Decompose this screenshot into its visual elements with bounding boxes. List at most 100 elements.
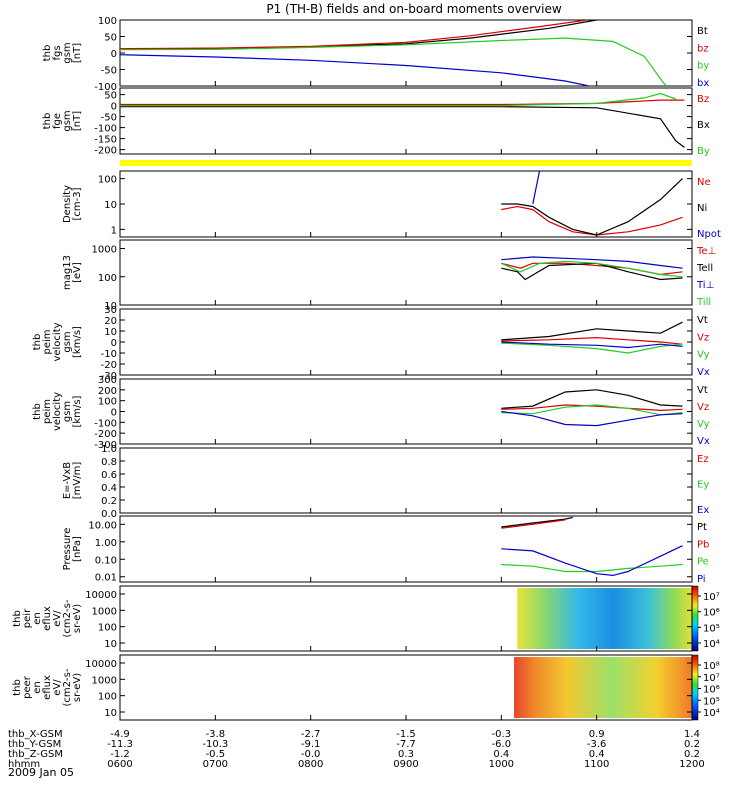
y-tick-label: 100 — [98, 273, 117, 284]
ephem-row-label: hhmm — [8, 759, 40, 770]
y-axis-label-line: [km/s] — [72, 395, 83, 427]
y-axis-label-line: peim — [42, 399, 53, 424]
y-tick-label: -20 — [101, 360, 117, 371]
y-axis-label-line: sr-eV) — [72, 673, 83, 702]
y-axis-label-line: en — [32, 681, 43, 694]
colorbar-tick-label: 10⁷ — [703, 673, 720, 684]
colorbar-tick-label: 10⁶ — [703, 608, 720, 619]
y-axis-label-line: velocity — [52, 392, 63, 431]
panel-frame — [119, 447, 693, 514]
y-axis-label-line: eV/ — [52, 679, 63, 696]
y-axis-label-line: [mV/m] — [72, 462, 83, 500]
ephem-value: -0.0 — [301, 749, 321, 760]
y-axis-label-line: thb — [12, 610, 23, 627]
series-line-Vt — [501, 321, 683, 341]
y-tick-label: -300 — [94, 440, 117, 451]
ephem-value: 1.4 — [684, 729, 700, 740]
series-line-Vx — [501, 410, 683, 427]
ephem-row-label: thb_Y-GSM — [8, 739, 61, 750]
ephemeris-table: thb_X-GSM -4.9 -3.8 -2.7 -1.5 -0.3 0.9 1.4 thb_Y… — [8, 729, 705, 770]
y-axis-label-line: eflux — [42, 606, 53, 631]
legend-label: Pb — [697, 539, 709, 550]
y-axis-label-line: E=-VxB — [62, 462, 73, 499]
y-axis-label-line: en — [32, 612, 43, 625]
panel-fge: 500-50-100-150-200 thb fge gsm [nT] Bz Bx By — [42, 87, 710, 157]
y-tick-label: 200 — [98, 386, 117, 397]
panel-temp: 1000 100 10 mag13 [eV] Te⊥ Tell Ti⊥ Till — [62, 239, 716, 312]
series-line-Pi — [501, 545, 683, 577]
series-line-Pt — [501, 516, 573, 528]
y-tick-label: 20 — [104, 316, 117, 327]
colorbar — [691, 654, 699, 721]
colorbar-tick-label: 10⁶ — [703, 685, 720, 696]
series-line-By — [120, 92, 677, 107]
legend-label: By — [697, 146, 710, 157]
y-tick-label: 100 — [98, 692, 117, 703]
y-tick-label: -50 — [101, 113, 117, 124]
series-line-Ni — [501, 178, 683, 236]
ephem-value: -6.0 — [492, 739, 512, 750]
series-lines — [501, 321, 683, 354]
y-tick-label: -100 — [94, 82, 117, 93]
y-axis-label-line: [eV] — [72, 262, 83, 283]
legend-label: bz — [697, 43, 709, 54]
y-axis-label-line: mag13 — [62, 255, 73, 290]
panel-frame — [119, 239, 693, 306]
y-tick-label: 50 — [104, 33, 117, 44]
figure-title: P1 (TH-B) fields and on-board moments ov… — [266, 2, 562, 16]
series-lines — [120, 20, 667, 86]
series-line-Tell — [501, 262, 683, 281]
series-line-Npot — [532, 171, 541, 205]
y-tick-label: 10 — [104, 327, 117, 338]
y-tick-label: -50 — [101, 66, 117, 77]
y-axis-label-line: [nPa] — [72, 536, 83, 562]
series-line-Vx — [501, 341, 683, 349]
series-line-Vt — [501, 389, 683, 409]
ephem-value: -3.8 — [206, 729, 226, 740]
y-axis-label-line: gsm — [62, 331, 73, 352]
date-label: 2009 Jan 05 — [8, 766, 74, 779]
ephem-value: -0.5 — [206, 749, 226, 760]
y-axis-label-line: gsm — [62, 401, 73, 422]
y-tick-label: 10000 — [85, 590, 117, 601]
y-axis-label-line: Density — [62, 185, 73, 223]
y-axis-label-line: eV/ — [52, 610, 63, 627]
legend-label: Tell — [696, 263, 713, 274]
legend-label: Vy — [697, 350, 710, 361]
y-tick-label: 30 — [104, 305, 117, 316]
series-line-Ti⊥ — [501, 256, 683, 269]
y-tick-label: 100 — [98, 175, 117, 186]
colorbar-tick-label: 10⁴ — [703, 639, 720, 650]
legend-label: Vz — [697, 332, 709, 343]
y-tick-label: 0.2 — [101, 496, 117, 507]
y-axis-label-line: (cm2-s- — [62, 599, 73, 637]
legend-label: Ni — [697, 203, 707, 214]
series-line-Ne — [501, 205, 683, 236]
series-line-Bz — [120, 99, 685, 106]
panel-frame — [119, 87, 693, 155]
series-line-Vy — [501, 342, 683, 354]
y-tick-label: 300 — [98, 375, 117, 386]
spectrogram — [514, 657, 692, 718]
series-line-Pb — [501, 519, 566, 529]
y-tick-label: 0 — [111, 408, 117, 419]
y-axis-label-line: velocity — [52, 322, 63, 361]
y-axis-label-line: peim — [42, 329, 53, 354]
colorbar-tick-label: 10⁴ — [703, 708, 720, 719]
y-tick-label: 0.8 — [101, 457, 117, 468]
y-tick-label: 1 — [111, 225, 117, 236]
legend-label: Bt — [697, 26, 708, 37]
ephem-value: 0800 — [298, 759, 323, 770]
legend-label: Te⊥ — [696, 246, 716, 257]
legend-label: Ex — [697, 505, 709, 516]
y-tick-label: 10000 — [85, 659, 117, 670]
y-tick-label: 1.0 — [101, 444, 117, 455]
y-tick-label: 0.6 — [101, 470, 117, 481]
series-line-Bx — [120, 106, 685, 148]
spectrogram — [517, 588, 692, 649]
y-tick-label: 1000 — [92, 606, 117, 617]
colorbar-tick-label: 10⁷ — [703, 592, 720, 603]
legend-label: Ti⊥ — [696, 280, 714, 291]
